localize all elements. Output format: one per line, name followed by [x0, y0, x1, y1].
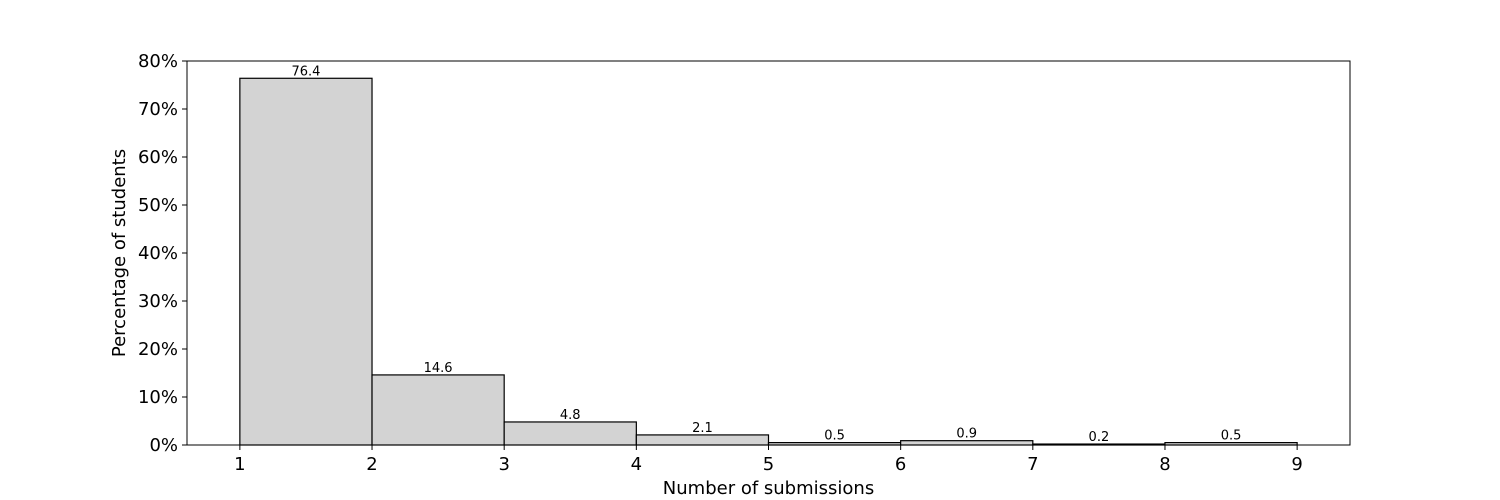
bar-labels-group: 76.4 14.6 4.8 2.1 0.5 0.9 0.2 0.5: [291, 64, 1241, 445]
bar-value-label: 0.2: [1089, 430, 1110, 445]
x-tick-label: 7: [1027, 454, 1038, 475]
bar-value-label: 14.6: [424, 361, 453, 376]
x-tick-label: 2: [366, 454, 377, 475]
bar-value-label: 0.5: [1221, 429, 1242, 444]
y-tick-label: 50%: [138, 195, 178, 216]
bar-value-label: 0.9: [956, 427, 977, 442]
x-axis-title: Number of submissions: [663, 478, 874, 499]
y-axis-title: Percentage of students: [109, 149, 130, 357]
x-tick-label: 4: [631, 454, 642, 475]
y-tick-label: 20%: [138, 339, 178, 360]
x-tick-label: 8: [1159, 454, 1170, 475]
y-tick-label: 60%: [138, 147, 178, 168]
bar-value-label: 0.5: [824, 429, 845, 444]
x-tick-label: 9: [1291, 454, 1302, 475]
bar-value-label: 2.1: [692, 421, 713, 436]
bar-3-4: [503, 421, 637, 446]
x-tick-label: 3: [498, 454, 509, 475]
y-tick-label: 80%: [138, 51, 178, 72]
x-tick-label: 1: [234, 454, 245, 475]
bar-4-5: [635, 434, 770, 446]
y-tick-label: 10%: [138, 387, 178, 408]
bars-group: [239, 77, 1298, 446]
x-axis: 1 2 3 4 5 6 7 8 9: [234, 445, 1303, 475]
y-tick-label: 0%: [149, 435, 178, 456]
bar-2-3: [371, 374, 505, 446]
y-tick-label: 30%: [138, 291, 178, 312]
x-tick-label: 6: [895, 454, 906, 475]
bar-value-label: 76.4: [291, 64, 320, 79]
bar-value-label: 4.8: [560, 408, 581, 423]
y-axis: 0% 10% 20% 30% 40% 50% 60% 70% 80%: [138, 51, 187, 456]
y-tick-label: 70%: [138, 99, 178, 120]
bar-1-2: [239, 77, 373, 446]
y-tick-label: 40%: [138, 243, 178, 264]
x-tick-label: 5: [763, 454, 774, 475]
